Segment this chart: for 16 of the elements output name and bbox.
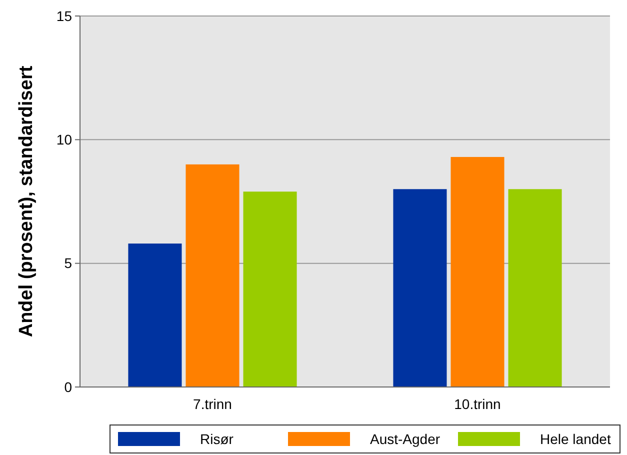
bar: [186, 164, 240, 387]
y-tick-label: 5: [64, 255, 72, 272]
y-tick-label: 10: [56, 132, 72, 148]
y-tick-label: 15: [56, 8, 72, 24]
bar: [393, 189, 447, 387]
bar: [128, 244, 182, 387]
y-axis-title: Andel (prosent), standardisert: [16, 65, 37, 338]
legend-label: Hele landet: [540, 430, 611, 447]
bar: [450, 156, 504, 387]
bar: [243, 192, 297, 387]
legend-label: Aust-Agder: [370, 430, 440, 447]
x-tick-label: 10.trinn: [454, 396, 501, 412]
legend-label: Risør: [200, 430, 234, 447]
x-tick-label: 7.trinn: [193, 396, 232, 412]
bar: [508, 189, 562, 387]
y-tick-label: 0: [64, 378, 72, 395]
